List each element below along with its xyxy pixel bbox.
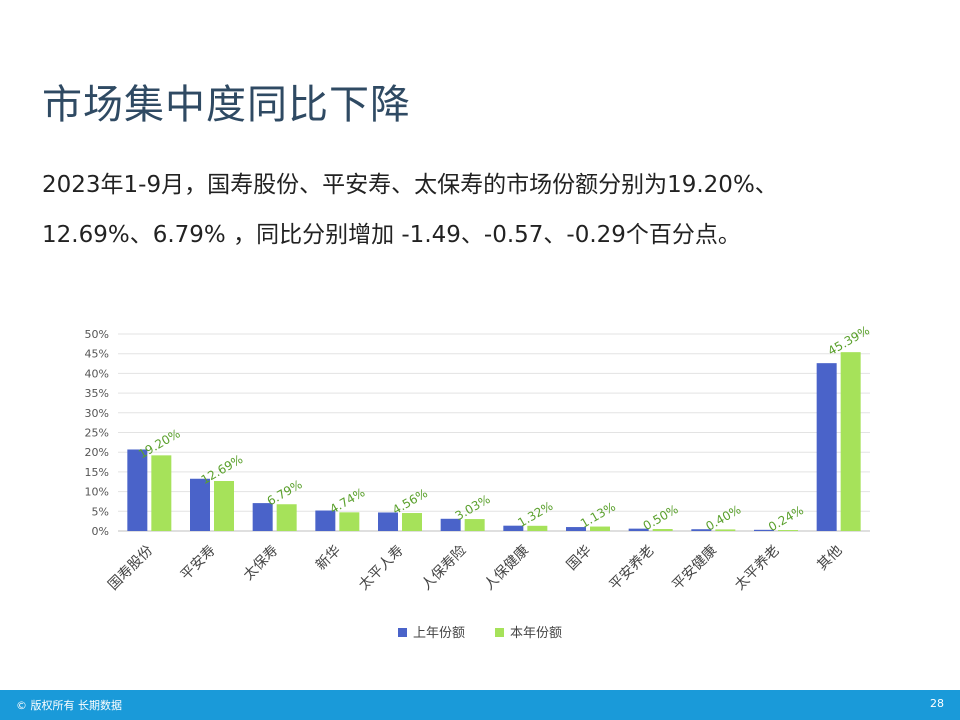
bar-this-year xyxy=(339,512,360,531)
bar-last-year xyxy=(440,518,461,531)
bar-this-year xyxy=(715,529,736,531)
legend-swatch xyxy=(495,628,504,637)
y-tick-label: 5% xyxy=(92,505,109,518)
data-label: 3.03% xyxy=(453,492,493,523)
bar-this-year xyxy=(151,455,172,531)
data-label: 6.79% xyxy=(265,477,305,508)
bar-this-year xyxy=(402,513,422,531)
page-number: 28 xyxy=(930,697,944,710)
x-category-label: 平安健康 xyxy=(669,542,721,594)
data-label: 0.50% xyxy=(641,502,681,533)
x-category-label: 国华 xyxy=(564,543,595,574)
y-tick-label: 35% xyxy=(85,387,109,400)
bar-this-year xyxy=(840,352,861,531)
summary-text: 2023年1-9月，国寿股份、平安寿、太保寿的市场份额分别为19.20%、 12… xyxy=(42,160,922,260)
x-category-label: 太平养老 xyxy=(732,543,783,594)
bar-last-year xyxy=(190,478,210,531)
copyright-text: © 版权所有 长期数据 xyxy=(16,699,122,712)
bar-last-year xyxy=(378,512,398,531)
y-tick-label: 15% xyxy=(85,466,109,479)
y-tick-label: 10% xyxy=(85,486,109,499)
bar-last-year xyxy=(503,525,524,531)
y-tick-label: 30% xyxy=(85,407,109,420)
bar-last-year xyxy=(754,529,774,531)
y-tick-label: 20% xyxy=(85,446,109,459)
bar-last-year xyxy=(566,527,586,531)
slide-title: 市场集中度同比下降 xyxy=(42,82,411,128)
bar-last-year xyxy=(127,449,148,531)
y-tick-label: 25% xyxy=(85,427,109,440)
y-tick-label: 45% xyxy=(85,348,109,361)
x-category-label: 新华 xyxy=(313,543,344,574)
bar-this-year xyxy=(590,526,610,531)
data-label: 1.32% xyxy=(515,499,555,530)
data-label: 0.40% xyxy=(703,502,743,533)
bar-last-year xyxy=(691,529,712,531)
data-label: 0.24% xyxy=(766,503,806,534)
summary-line-2: 12.69%、6.79% ，同比分别增加 -1.49、-0.57、-0.29个百… xyxy=(42,222,741,248)
x-category-label: 平安寿 xyxy=(177,542,219,584)
bar-last-year xyxy=(628,528,649,531)
x-category-label: 太平人寿 xyxy=(355,542,407,594)
data-label: 1.13% xyxy=(578,499,618,530)
x-category-label: 人保健康 xyxy=(481,542,533,594)
legend-label: 上年份额 xyxy=(413,626,465,641)
bar-this-year xyxy=(214,481,234,531)
market-share-bar-chart: 0%5%10%15%20%25%30%35%40%45%50%19.20%国寿股… xyxy=(85,323,872,641)
legend-swatch xyxy=(398,628,407,637)
y-tick-label: 40% xyxy=(85,367,109,380)
x-category-label: 平安养老 xyxy=(607,543,658,594)
legend-label: 本年份额 xyxy=(510,626,562,641)
bar-last-year xyxy=(252,503,273,531)
y-tick-label: 0% xyxy=(92,525,109,538)
bar-this-year xyxy=(464,519,485,531)
y-tick-label: 50% xyxy=(85,328,109,341)
footer-bar: © 版权所有 长期数据 28 xyxy=(0,690,960,720)
bar-last-year xyxy=(315,510,336,531)
bar-this-year xyxy=(527,525,548,531)
x-category-label: 太保寿 xyxy=(240,542,282,584)
x-category-label: 其他 xyxy=(814,543,845,574)
x-category-label: 国寿股份 xyxy=(105,542,157,594)
bar-this-year xyxy=(652,529,673,531)
bar-this-year xyxy=(276,504,297,531)
summary-line-1: 2023年1-9月，国寿股份、平安寿、太保寿的市场份额分别为19.20%、 xyxy=(42,172,778,198)
data-label: 4.56% xyxy=(390,486,430,517)
bar-this-year xyxy=(778,530,798,531)
x-category-label: 人保寿险 xyxy=(418,542,470,594)
bar-last-year xyxy=(816,363,837,531)
